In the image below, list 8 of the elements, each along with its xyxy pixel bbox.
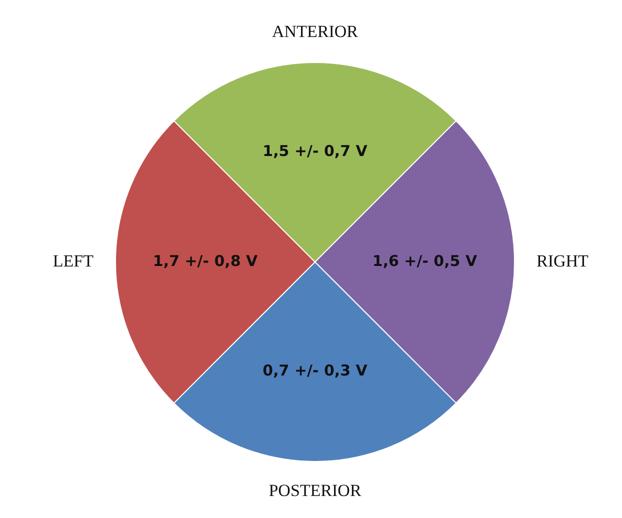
slice-label: LEFT	[52, 251, 94, 270]
slice-label: RIGHT	[536, 251, 590, 270]
slice-label: ANTERIOR	[272, 22, 359, 41]
text: 1,6 +/- 0,5 V	[372, 252, 478, 270]
slice-label: POSTERIOR	[268, 480, 362, 500]
text: 0,7 +/- 0,3 V	[262, 362, 368, 380]
text: 1,5 +/- 0,7 V	[262, 142, 368, 160]
text: 1,7 +/- 0,8 V	[152, 252, 258, 270]
